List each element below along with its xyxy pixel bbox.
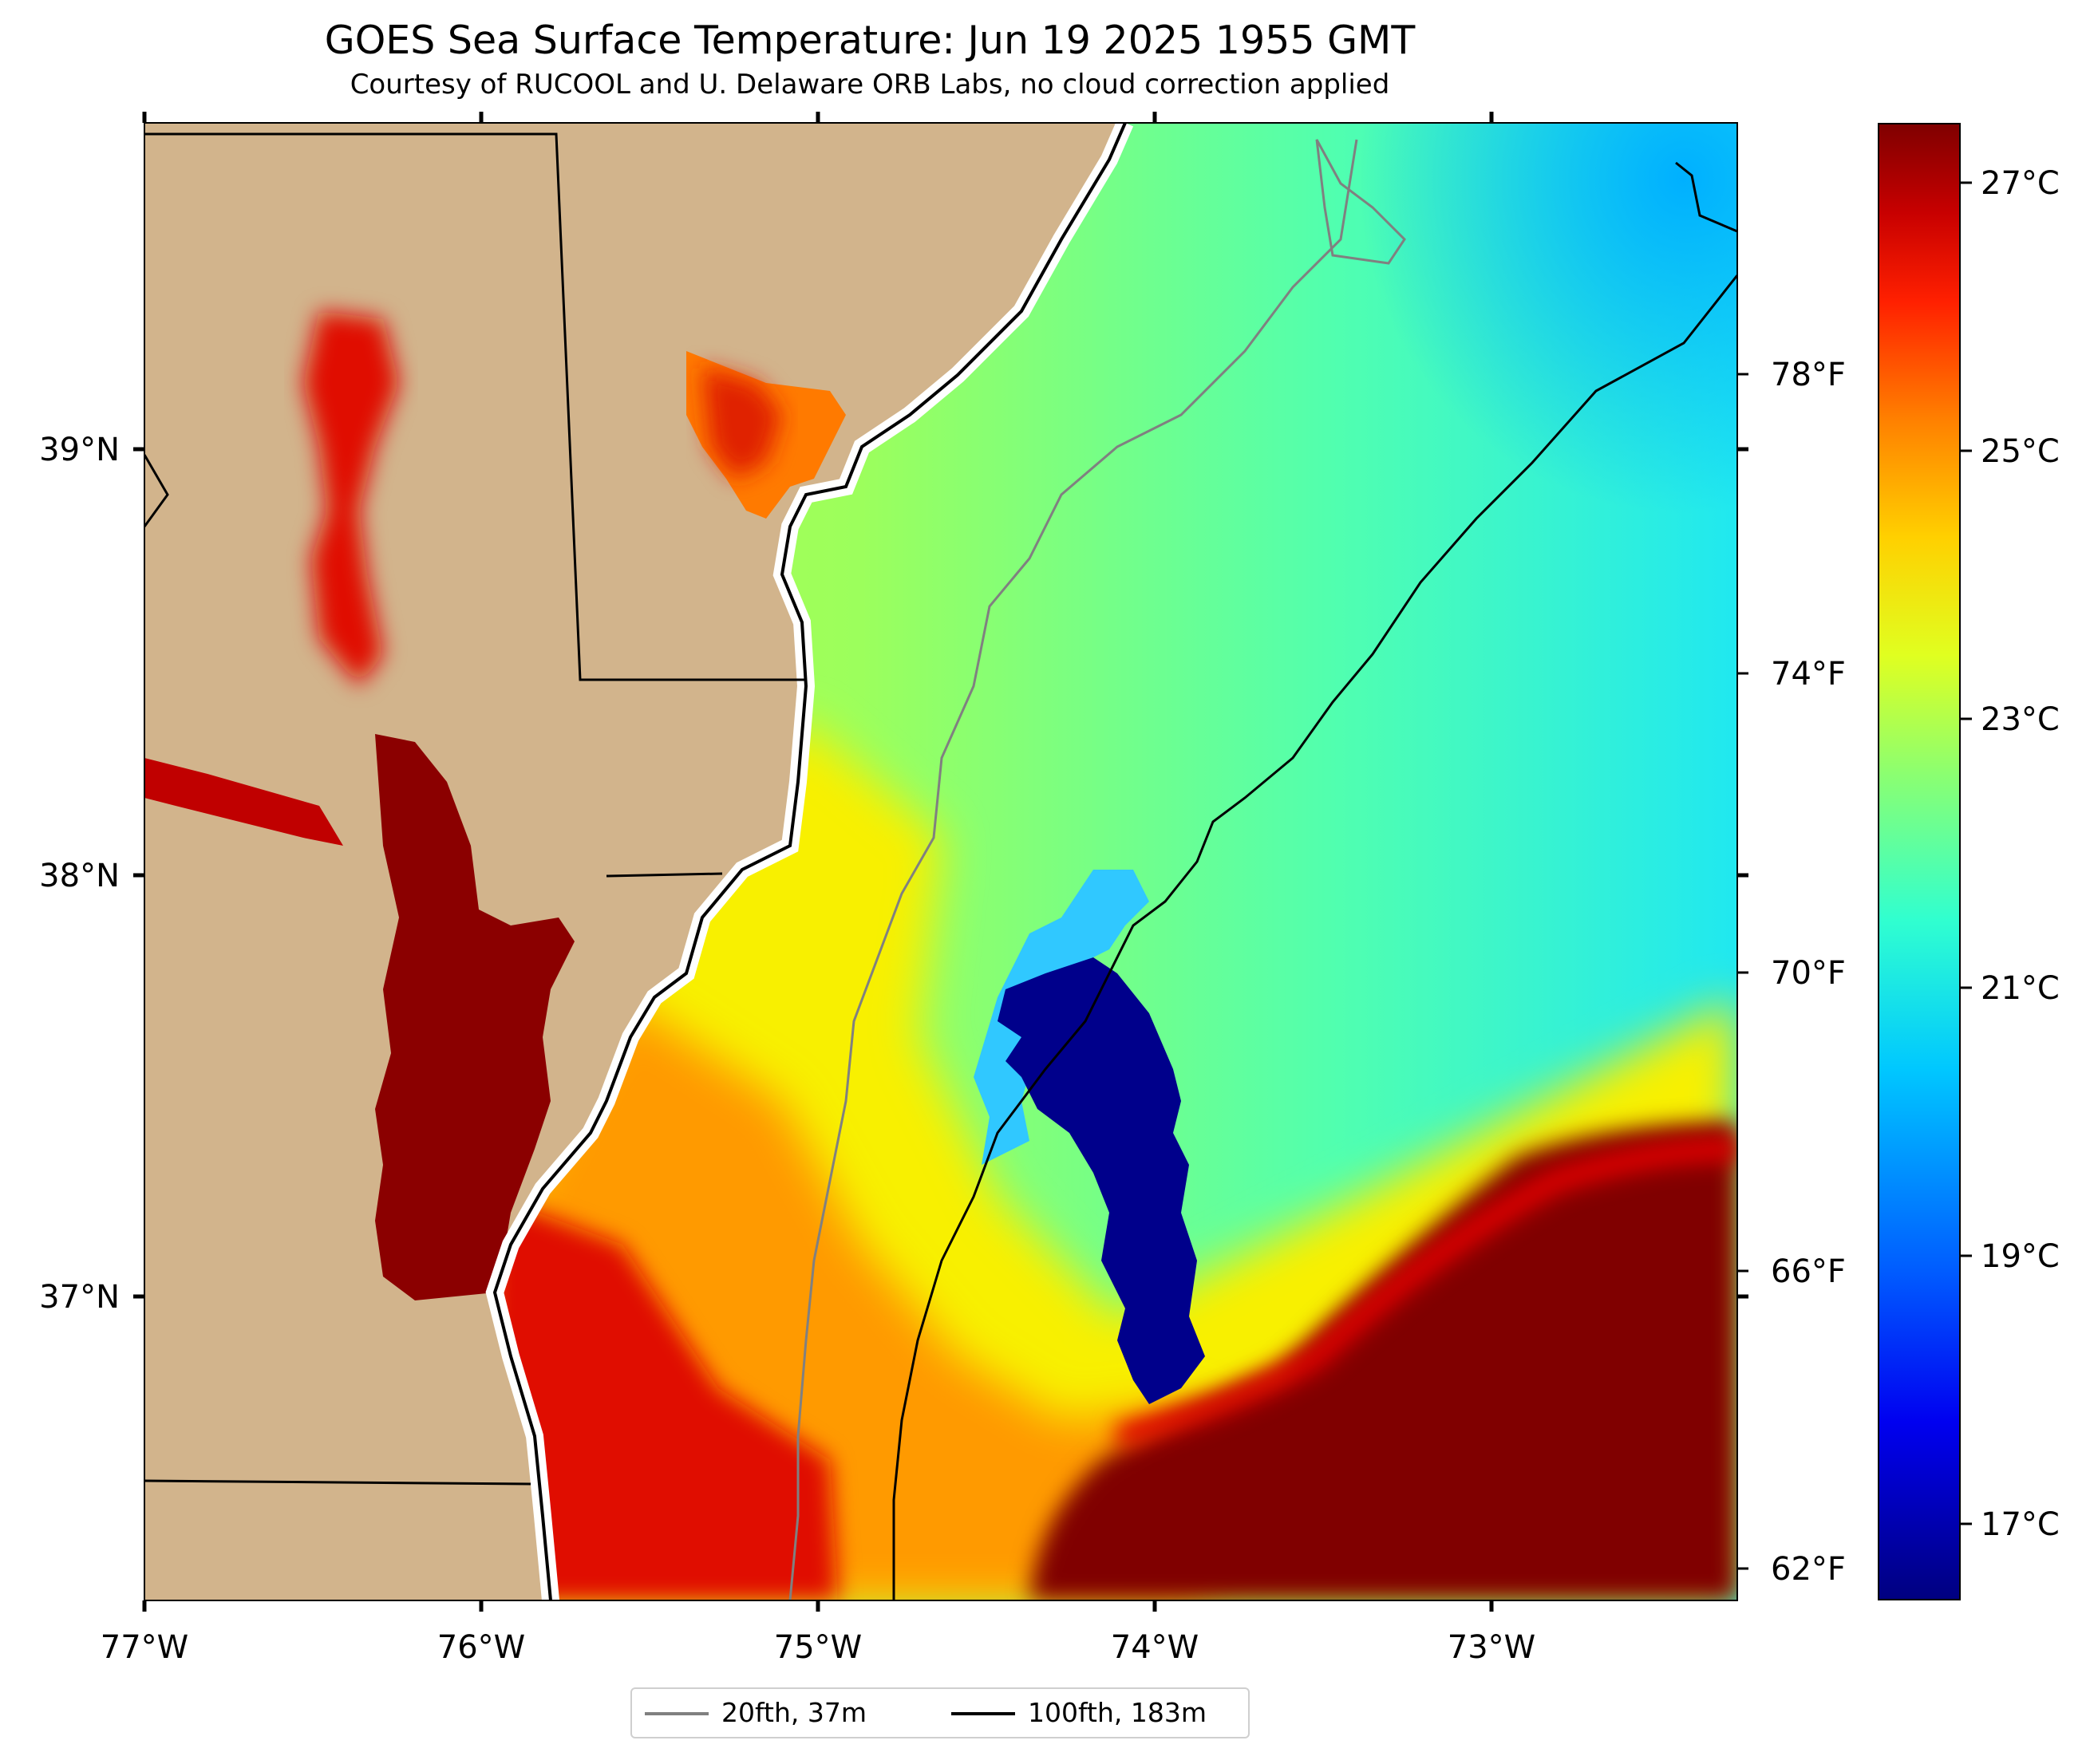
gulf-stream	[1029, 1121, 1737, 1600]
isobath-100fth	[892, 274, 1737, 1600]
plot-frame	[144, 122, 1738, 1601]
legend-label: 20fth, 37m	[721, 1697, 867, 1728]
y-tick-label: 38°N	[39, 858, 120, 894]
upper-chesapeake	[303, 311, 399, 686]
cool-offshore-water	[1197, 123, 1737, 681]
map-title: GOES Sea Surface Temperature: Jun 19 202…	[324, 18, 1416, 63]
fahrenheit-tick-label: 74°F	[1771, 656, 1846, 693]
coastline-edge	[492, 123, 1127, 1600]
x-tick-label: 73°W	[1448, 1629, 1535, 1666]
celsius-ticks	[1961, 181, 1972, 1525]
fahrenheit-tick-label: 70°F	[1771, 955, 1846, 992]
x-tick-label: 76°W	[437, 1629, 525, 1666]
celsius-tick-label: 27°C	[1981, 165, 2060, 202]
isobath-legend: 20fth, 37m 100fth, 183m	[630, 1687, 1250, 1738]
legend-line-gray	[645, 1712, 709, 1715]
celsius-tick-label: 17°C	[1981, 1506, 2060, 1543]
colorbar	[1878, 123, 1961, 1600]
fahrenheit-ticks	[1737, 373, 1748, 1570]
celsius-tick-label: 21°C	[1981, 970, 2060, 1007]
y-tick-label: 39°N	[39, 432, 120, 468]
potomac-river	[144, 758, 343, 846]
x-tick-label: 74°W	[1111, 1629, 1199, 1666]
celsius-tick-label: 19°C	[1981, 1238, 2060, 1275]
isobath-20fth	[788, 139, 1358, 1600]
fahrenheit-tick-label: 62°F	[1771, 1551, 1846, 1588]
cold-eddy-halo	[974, 870, 1149, 1165]
fahrenheit-tick-label: 78°F	[1771, 357, 1846, 393]
x-tick-label: 77°W	[101, 1629, 188, 1666]
red-nearshore-water	[479, 1197, 838, 1600]
state-boundary	[144, 132, 806, 1486]
legend-line-black	[951, 1712, 1015, 1715]
cold-eddy	[998, 957, 1205, 1404]
axis-ticks	[133, 112, 1748, 1612]
isobath-20fth-shoal	[1315, 139, 1406, 265]
legend-label: 100fth, 183m	[1028, 1697, 1207, 1728]
map-subtitle: Courtesy of RUCOOL and U. Delaware ORB L…	[350, 69, 1390, 101]
celsius-tick-label: 23°C	[1981, 701, 2060, 738]
delaware-bay-warm	[702, 367, 782, 479]
gulf-stream-edge	[1114, 1137, 1737, 1448]
celsius-tick-label: 25°C	[1981, 433, 2060, 470]
y-tick-label: 37°N	[39, 1279, 120, 1316]
chesapeake-bay	[375, 734, 575, 1300]
isobath-100fth-north	[1675, 161, 1737, 233]
x-tick-label: 75°W	[774, 1629, 862, 1666]
fahrenheit-tick-label: 66°F	[1771, 1253, 1846, 1290]
